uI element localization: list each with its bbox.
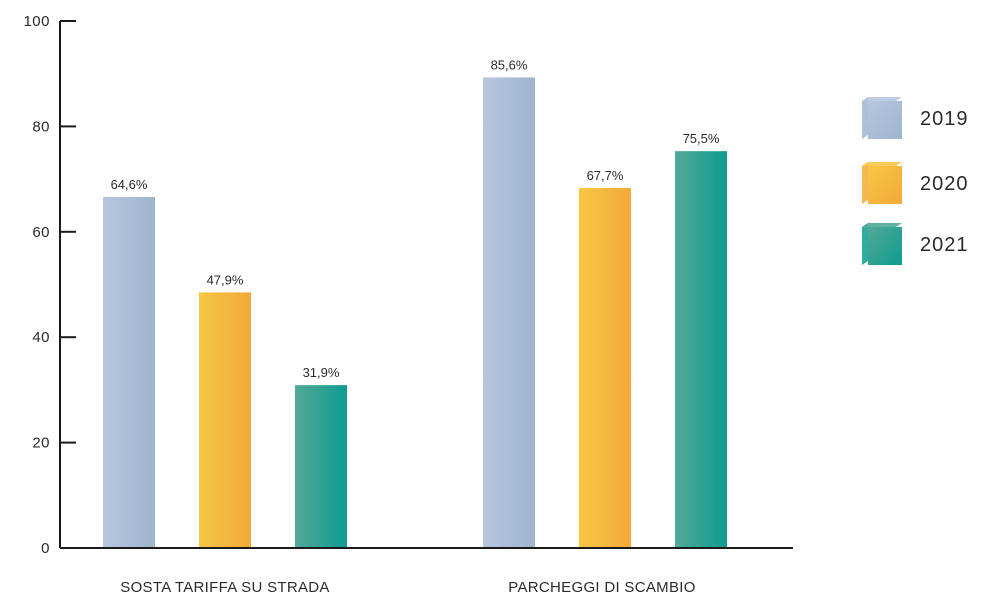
bar-2021-sosta [295,385,347,548]
value-label-2020-sosta: 47,9% [207,272,244,287]
legend-swatch-top-2019 [862,97,902,101]
category-label-parcheggi: PARCHEGGI DI SCAMBIO [508,579,695,596]
y-tick-label-80: 80 [32,118,50,135]
value-label-2021-parcheggi: 75,5% [683,131,720,146]
bars-layer [103,77,727,548]
legend-swatch-2019 [868,101,902,139]
y-tick-label-20: 20 [32,435,50,452]
value-label-2020-parcheggi: 67,7% [587,168,624,183]
legend-swatch-2021 [868,227,902,265]
y-tick-label-100: 100 [23,13,50,30]
legend: 2019 2020 2021 [862,97,969,265]
legend-label-2021: 2021 [920,234,969,256]
value-label-2019-sosta: 64,6% [111,177,148,192]
y-tick-label-0: 0 [41,540,50,557]
legend-item-2020: 2020 [862,162,969,204]
legend-swatch-side-2021 [862,223,868,265]
legend-swatch-2020 [868,166,902,204]
y-tick-label-60: 60 [32,224,50,241]
bar-2020-parcheggi [579,188,631,548]
axes-layer: 0 20 40 60 80 100 [23,13,793,557]
category-label-sosta: SOSTA TARIFFA SU STRADA [120,579,329,596]
bar-2019-sosta [103,197,155,548]
legend-label-2019: 2019 [920,108,969,130]
value-label-2019-parcheggi: 85,6% [491,57,528,72]
y-tick-label-40: 40 [32,329,50,346]
legend-swatch-side-2020 [862,162,868,204]
legend-item-2019: 2019 [862,97,969,139]
labels-layer: 64,6% 47,9% 31,9% SOSTA TARIFFA SU STRADA 85… [111,57,720,596]
bar-2020-sosta [199,292,251,548]
legend-swatch-top-2021 [862,223,902,227]
bar-2021-parcheggi [675,151,727,548]
value-label-2021-sosta: 31,9% [303,365,340,380]
legend-item-2021: 2021 [862,223,969,265]
bar-2019-parcheggi [483,77,535,548]
legend-label-2020: 2020 [920,173,969,195]
legend-swatch-top-2020 [862,162,902,166]
legend-swatch-side-2019 [862,97,868,139]
